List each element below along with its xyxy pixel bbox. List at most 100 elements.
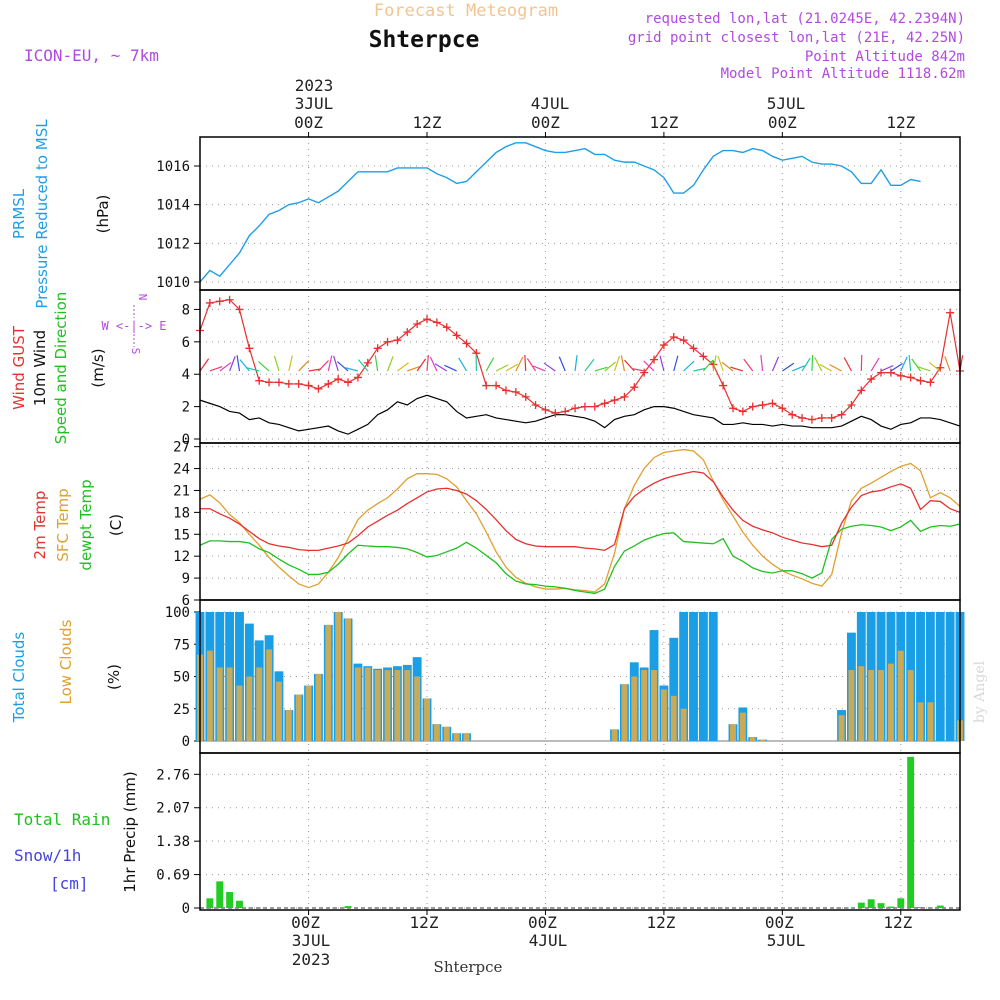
cloud-tick-label: 50 bbox=[173, 670, 190, 686]
low-cloud-bar bbox=[285, 710, 292, 741]
low-cloud-bar bbox=[256, 667, 263, 741]
gust-marker bbox=[423, 315, 432, 324]
wind-direction-arrow bbox=[604, 361, 616, 372]
low-cloud-bar bbox=[246, 676, 253, 741]
wind-direction-arrow bbox=[386, 356, 394, 372]
bottom-date-label: 4JUL bbox=[529, 931, 568, 950]
gust-marker bbox=[807, 415, 816, 424]
low-cloud-bar bbox=[927, 702, 934, 741]
bottom-date-label: 5JUL bbox=[767, 931, 806, 950]
pressure-tick-label: 1016 bbox=[156, 159, 190, 175]
gust-marker bbox=[758, 400, 767, 409]
precip-tick-label: 0.69 bbox=[156, 868, 190, 884]
wind-direction-arrow bbox=[357, 359, 369, 372]
bottom-time-tick-label: 00Z bbox=[765, 913, 794, 932]
gust-marker bbox=[728, 404, 737, 413]
precip-tick-label: 2.07 bbox=[156, 801, 190, 817]
wind-direction-arrow bbox=[258, 361, 270, 372]
model-label: ICON-EU, ~ 7km bbox=[24, 46, 159, 65]
low-cloud-bar bbox=[295, 694, 302, 741]
gust-marker bbox=[235, 305, 244, 314]
low-cloud-bar bbox=[236, 685, 243, 741]
gust-marker bbox=[906, 373, 915, 382]
wind-direction-arrow bbox=[229, 356, 236, 372]
t2m-label: 2m Temp bbox=[31, 491, 49, 560]
gust-marker bbox=[689, 344, 698, 353]
low-cloud-bar bbox=[463, 733, 470, 741]
gust-marker bbox=[817, 413, 826, 422]
top-time-tick-label: 12Z bbox=[413, 113, 442, 132]
gust-marker bbox=[650, 355, 659, 364]
sfc-temp-line bbox=[199, 448, 961, 593]
wind-direction-arrow bbox=[374, 355, 379, 372]
wind-direction-arrow bbox=[730, 366, 744, 372]
pressure-line bbox=[199, 142, 921, 283]
low-cloud-bar bbox=[414, 676, 421, 741]
top-time-tick-label: 00Z bbox=[768, 113, 797, 132]
cloud-tick-label: 0 bbox=[182, 734, 190, 750]
wind-direction-arrow bbox=[444, 364, 457, 372]
gust-marker bbox=[482, 381, 491, 390]
wind-direction-arrow bbox=[843, 357, 852, 372]
wind-direction-arrow bbox=[594, 366, 608, 372]
gust-marker bbox=[393, 336, 402, 345]
pressure-tick-label: 1012 bbox=[156, 236, 190, 252]
cloud-tick-label: 25 bbox=[173, 702, 190, 718]
low-cloud-bar bbox=[907, 670, 914, 741]
temp-tick-label: 6 bbox=[182, 593, 190, 609]
footer-location: Shterpce bbox=[434, 958, 503, 976]
low-cloud-bar bbox=[631, 676, 638, 741]
low-cloud-bar bbox=[424, 698, 430, 741]
temp-tick-label: 9 bbox=[182, 571, 190, 587]
bottom-date-label: 3JUL bbox=[292, 931, 331, 950]
top-time-axis: 2023 3JUL 4JUL 5JUL 00Z 12Z 00Z 12Z 00Z 12Z bbox=[294, 76, 916, 137]
gust-marker bbox=[600, 399, 609, 408]
wind-direction-arrow bbox=[526, 358, 537, 372]
wind-direction-arrow bbox=[870, 357, 880, 372]
requested-coords: requested lon,lat (21.0245E, 42.2394N) bbox=[645, 11, 965, 27]
gust-marker bbox=[531, 400, 540, 409]
wind-direction-arrow bbox=[890, 363, 903, 372]
wind-direction-arrow bbox=[345, 367, 359, 372]
bottom-time-tick-label: 00Z bbox=[291, 913, 320, 932]
precip-bar bbox=[897, 898, 905, 908]
temp-tick-label: 12 bbox=[173, 549, 190, 565]
low-cloud-bar bbox=[739, 712, 746, 741]
low-cloud-bar bbox=[226, 667, 233, 741]
temp-tick-label: 21 bbox=[173, 483, 190, 499]
precip-bar bbox=[206, 898, 214, 908]
precip-bar bbox=[887, 906, 895, 908]
wind-direction-arrow bbox=[485, 357, 495, 372]
gust-marker bbox=[334, 375, 343, 384]
gust-marker bbox=[294, 379, 303, 388]
sfc-temp-label: SFC Temp bbox=[54, 488, 72, 561]
low-cloud-bar bbox=[276, 681, 282, 741]
gust-marker bbox=[719, 381, 728, 390]
wind-direction-arrow bbox=[683, 360, 695, 372]
gust-marker bbox=[877, 368, 886, 377]
bottom-time-tick-label: 12Z bbox=[646, 913, 675, 932]
wind-direction-arrow bbox=[584, 358, 595, 372]
wind-direction-arrow bbox=[458, 357, 468, 372]
low-cloud-bar bbox=[759, 739, 766, 741]
bottom-time-tick-label: 00Z bbox=[528, 913, 557, 932]
wind-direction-arrow bbox=[574, 355, 578, 372]
gust-marker bbox=[580, 402, 589, 411]
low-cloud-bar bbox=[206, 650, 213, 741]
location-title: Shterpce bbox=[369, 27, 480, 53]
total-cloud-bar bbox=[925, 612, 935, 741]
total-cloud-bar bbox=[669, 637, 679, 741]
gust-marker bbox=[699, 352, 708, 361]
gust-marker bbox=[205, 298, 214, 307]
wind-direction-arrow bbox=[693, 367, 707, 372]
dewpt-line bbox=[199, 519, 961, 595]
wind-direction-arrow bbox=[524, 354, 527, 372]
pressure-unit: (hPa) bbox=[94, 195, 112, 234]
temp-panel-labels: 2m Temp SFC Temp dewpt Temp (C) bbox=[31, 479, 125, 570]
top-date-label: 4JUL bbox=[531, 94, 570, 113]
wind-direction-arrow bbox=[515, 356, 524, 372]
bottom-year-label: 2023 bbox=[292, 950, 331, 969]
gust-marker bbox=[788, 410, 797, 419]
gust-marker bbox=[886, 368, 895, 377]
